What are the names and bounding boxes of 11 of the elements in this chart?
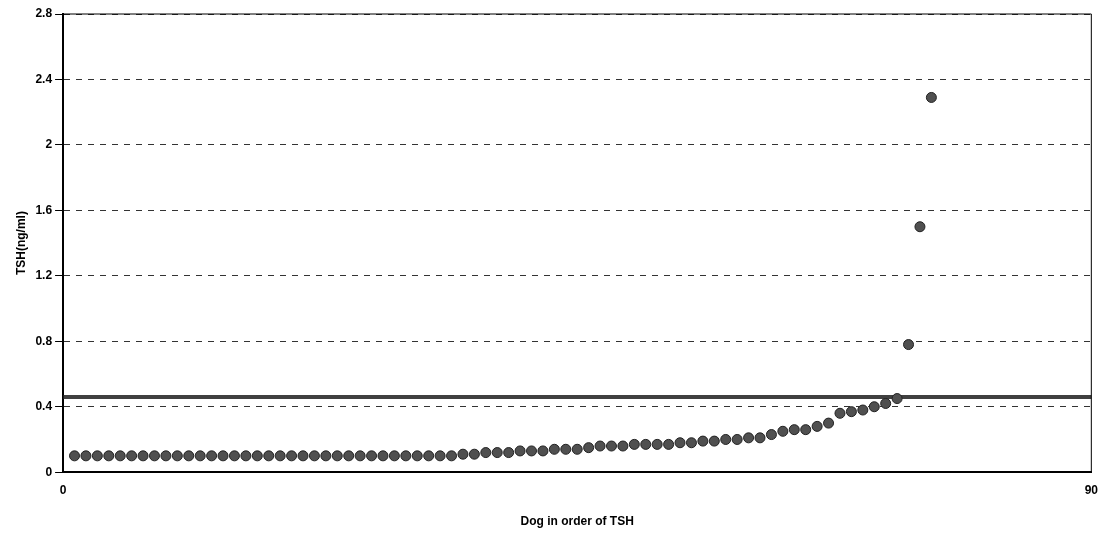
y-tick-label: 2 xyxy=(45,137,53,152)
y-tick-label: 2.8 xyxy=(35,6,53,21)
y-tick-label: 2.4 xyxy=(35,71,53,86)
y-axis-title: TSH(ng/ml) xyxy=(13,211,28,276)
y-tick-label: 0 xyxy=(45,464,53,479)
x-tick-label: 90 xyxy=(1084,482,1099,497)
x-axis-title: Dog in order of TSH xyxy=(520,514,634,529)
y-tick-label: 0.8 xyxy=(35,333,53,348)
y-tick-label: 1.2 xyxy=(35,268,53,283)
y-tick-label: 0.4 xyxy=(35,399,53,414)
y-tick-label: 1.6 xyxy=(35,202,53,217)
